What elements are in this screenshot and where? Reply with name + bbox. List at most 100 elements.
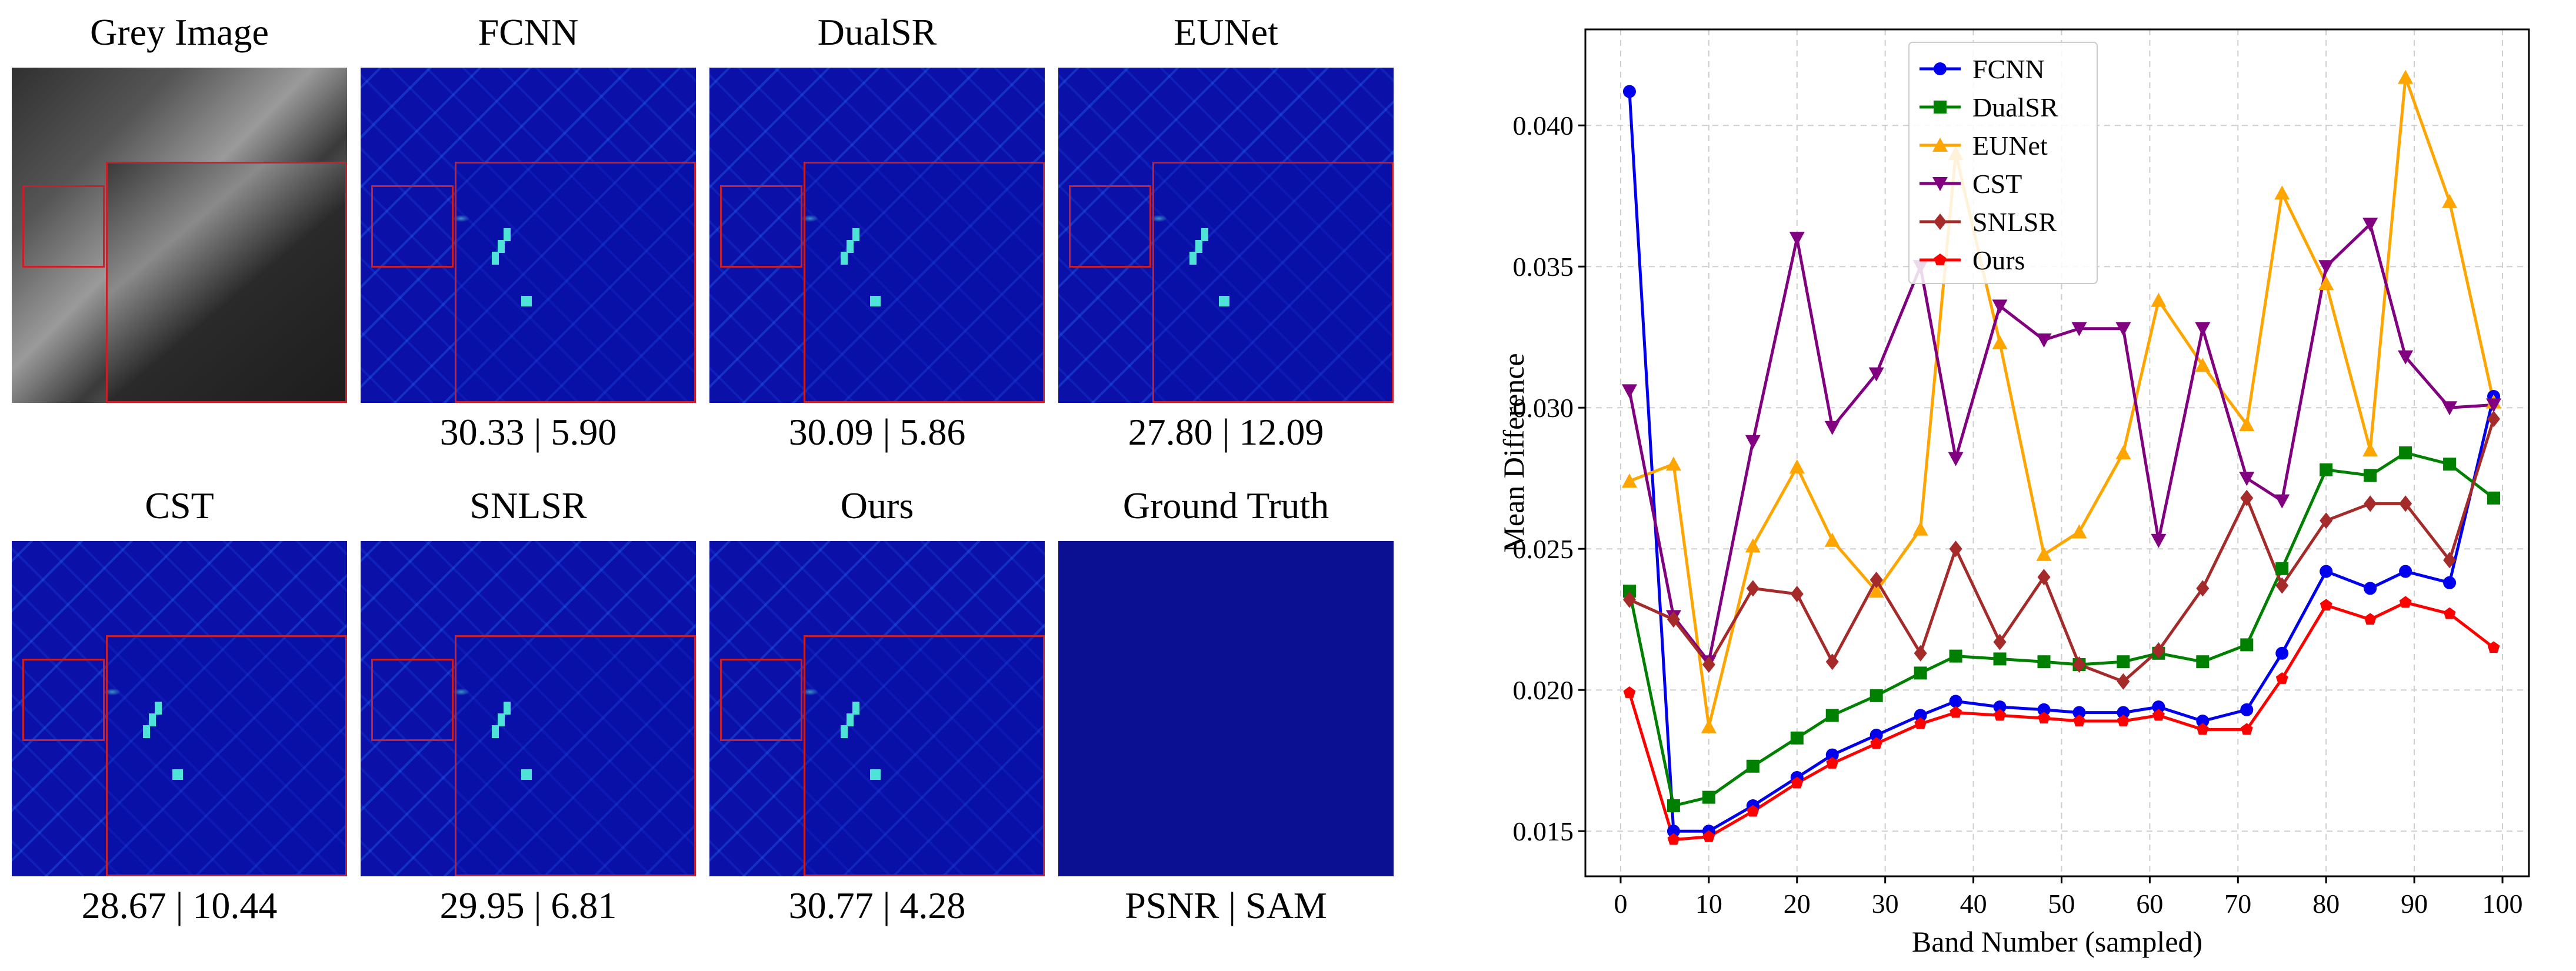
zoom-inset-box [106,635,347,876]
data-point-ours [1994,709,2007,721]
error-heatmap [361,541,696,876]
data-point-dualsr [1914,666,1927,680]
data-point-cst [1789,232,1805,246]
high-error-spot [847,713,854,726]
high-error-spot [149,713,156,726]
data-point-eunet [2362,442,2378,457]
data-point-cst [2442,401,2458,416]
data-point-dualsr [2117,655,2130,669]
data-point-snlsr [2117,673,2130,690]
data-point-ours [2038,712,2050,724]
data-point-cst [2036,333,2052,348]
data-point-eunet [2274,185,2290,200]
data-point-fcnn [2275,646,2289,660]
data-point-ours [2399,596,2412,608]
data-point-ours [2152,709,2165,721]
data-point-ours [1791,776,1804,789]
data-point-ours [1914,717,1927,729]
data-point-snlsr [2240,489,2254,506]
x-tick-label: 70 [2224,889,2251,919]
data-point-fcnn [2117,706,2130,719]
data-point-snlsr [2196,580,2210,597]
data-point-dualsr [1949,649,1962,663]
data-point-cst [2071,322,2087,336]
data-point-cst [1824,421,1840,435]
panel-title: Grey Image [90,11,269,53]
data-point-ours [2443,607,2456,619]
x-tick-label: 80 [2312,889,2340,919]
series-line-cst [1628,222,2494,663]
y-tick-label: 0.035 [1513,252,1574,282]
high-error-spot [1189,252,1197,265]
data-point-ours [2364,613,2377,625]
high-error-spot [852,228,859,241]
y-tick-label: 0.025 [1513,534,1574,564]
x-tick-label: 90 [2401,889,2428,919]
legend-label: SNLSR [1972,207,2057,237]
data-point-ours [1950,706,1962,718]
error-heatmap [709,541,1045,876]
high-error-spot [870,769,881,780]
legend-label: EUNet [1972,131,2048,161]
data-point-cst [2318,260,2334,275]
zoom-source-box [1069,185,1151,268]
panel-title: DualSR [817,11,937,53]
data-point-dualsr [2399,446,2412,459]
high-error-spot [143,725,150,738]
data-point-eunet [2151,292,2167,307]
y-tick-label: 0.030 [1513,393,1574,423]
data-point-eunet [2442,193,2458,208]
data-point-cst [2151,533,2167,548]
zoom-inset-box [804,162,1045,403]
data-point-fcnn [1993,700,2007,713]
series-markers [1621,69,2502,845]
panel-score: PSNR | SAM [1125,885,1327,926]
panel-title: SNLSR [469,485,587,526]
zoom-source-box [22,659,105,741]
zoom-source-box [720,659,802,741]
data-point-snlsr [1869,572,1883,588]
mean-difference-line-chart: 0 10 20 30 40 50 60 70 80 90 100 0.0150.0200.0250.… [1500,28,2530,958]
data-point-snlsr [1746,580,1759,597]
data-point-dualsr [2037,655,2051,669]
data-point-dualsr [1825,709,1839,722]
high-error-spot [1201,228,1208,241]
data-point-ours [2073,715,2085,726]
data-point-eunet [2071,524,2087,539]
data-point-cst [2195,322,2211,336]
legend-label: CST [1972,169,2022,199]
y-axis-label: Mean Difference [1500,353,1530,552]
x-tick-label: 40 [1960,889,1987,919]
data-point-dualsr [1993,652,2007,666]
data-point-cst [2274,494,2290,509]
data-point-fcnn [1914,709,1927,722]
series-line-ours [1628,600,2495,842]
high-error-spot [841,725,848,738]
data-point-ours [2320,599,2332,611]
data-point-eunet [1992,335,2008,349]
x-tick-label: 60 [2136,889,2163,919]
data-point-eunet [2239,417,2255,431]
data-point-eunet [1665,456,1681,471]
zoom-source-box [720,185,802,268]
zoom-inset-box [1152,162,1394,403]
data-point-ours [2487,641,2500,653]
zoom-source-box [371,185,454,268]
data-point-snlsr [1825,653,1839,670]
high-error-spot [498,713,505,726]
x-tick-label: 30 [1872,889,1899,919]
high-error-spot [521,769,532,780]
zoom-inset-box [455,162,696,403]
data-point-eunet [1621,473,1637,488]
data-point-fcnn [1825,748,1839,762]
legend-marker-fcnn [1934,62,1947,75]
high-error-spot [521,296,532,306]
zoom-source-box [22,185,105,268]
high-error-spot [847,240,854,253]
data-point-dualsr [2275,562,2289,575]
legend-marker-ours [1934,253,1947,265]
grey-image [12,68,347,403]
data-point-fcnn [1869,729,1883,742]
data-point-snlsr [2399,495,2412,512]
data-point-eunet [1745,538,1761,553]
